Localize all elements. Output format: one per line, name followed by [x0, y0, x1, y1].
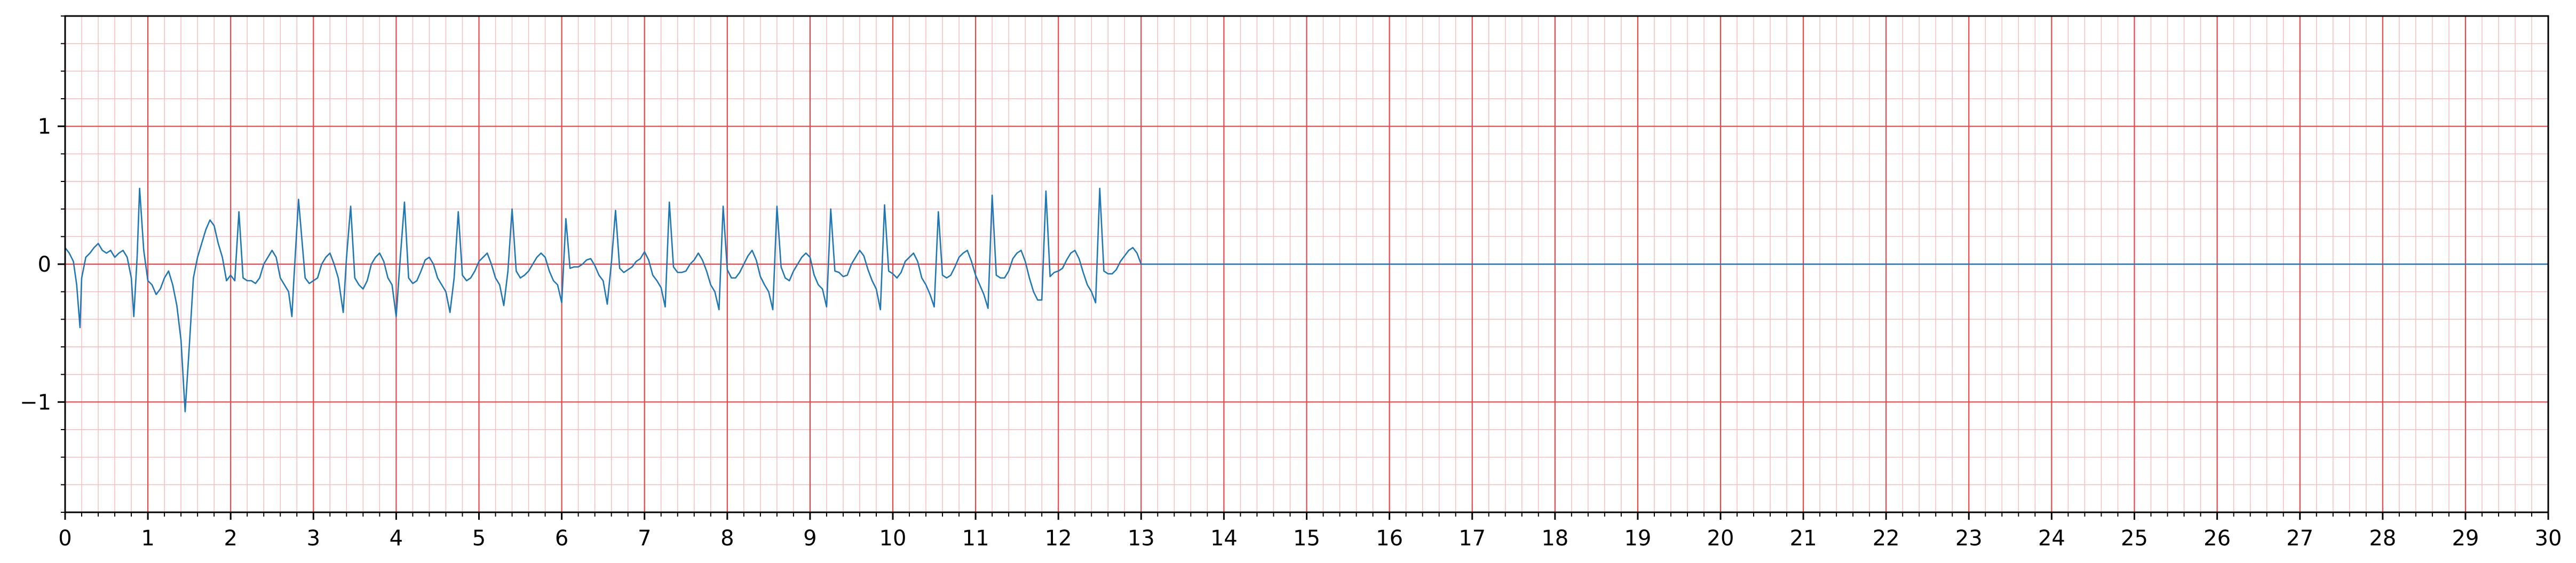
axis-ticks	[58, 15, 2549, 520]
series-line-0	[64, 187, 2548, 413]
x-tick-label: 28	[2369, 526, 2396, 551]
x-tick-label: 3	[307, 526, 320, 551]
x-tick-label: 17	[1459, 526, 1486, 551]
x-tick-label: 2	[224, 526, 237, 551]
x-tick-label: 7	[638, 526, 651, 551]
x-tick-label: 8	[720, 526, 734, 551]
x-tick-label: 4	[390, 526, 403, 551]
x-tick-label: 14	[1210, 526, 1238, 551]
x-tick-label: 26	[2204, 526, 2231, 551]
x-tick-label: 30	[2535, 526, 2562, 551]
x-tick-label: 24	[2038, 526, 2065, 551]
y-tick-label: −1	[20, 390, 51, 415]
x-tick-label: 18	[1541, 526, 1568, 551]
x-tick-label: 21	[1790, 526, 1817, 551]
x-tick-label: 6	[555, 526, 568, 551]
x-tick-label: 19	[1624, 526, 1651, 551]
y-tick-label: 0	[38, 252, 51, 277]
x-tick-label: 9	[803, 526, 817, 551]
x-tick-label: 11	[962, 526, 989, 551]
x-tick-label: 22	[1873, 526, 1900, 551]
x-tick-label: 16	[1376, 526, 1403, 551]
tick-labels: 0 1 2 3 4 5 6 7 8 9 10 11 12 13 14 15 16 17 18 19 20 21 22 23 24…	[20, 115, 2562, 551]
x-tick-label: 15	[1293, 526, 1320, 551]
x-tick-label: 23	[1955, 526, 1983, 551]
x-tick-label: 27	[2286, 526, 2313, 551]
x-tick-label: 25	[2121, 526, 2148, 551]
x-tick-label: 1	[141, 526, 154, 551]
x-tick-label: 13	[1128, 526, 1155, 551]
series-layer	[64, 187, 2548, 413]
x-tick-label: 12	[1045, 526, 1072, 551]
x-tick-label: 20	[1707, 526, 1734, 551]
y-tick-label: 1	[38, 115, 51, 139]
x-tick-label: 5	[472, 526, 486, 551]
x-tick-label: 29	[2452, 526, 2479, 551]
x-tick-label: 10	[879, 526, 907, 551]
x-tick-label: 0	[58, 526, 72, 551]
